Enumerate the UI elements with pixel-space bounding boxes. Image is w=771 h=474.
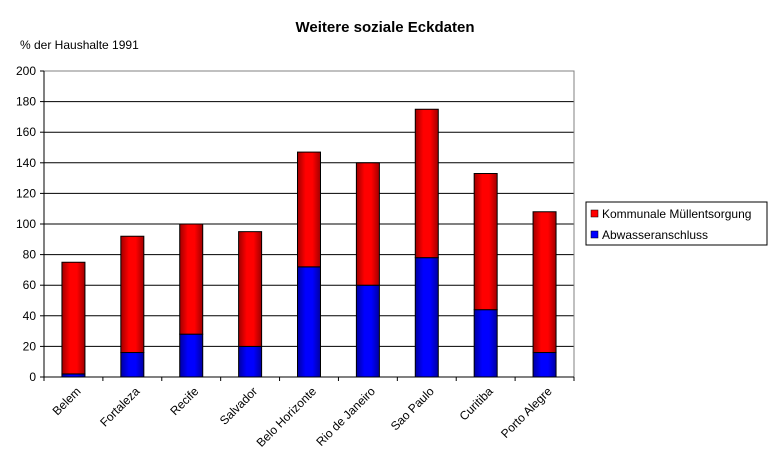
bar-abwasser-porto-alegre [532,352,557,378]
bar-abwasser-recife [179,333,204,378]
bar-abwasser-fortaleza [120,352,145,378]
x-tick-label: Rio de Janeiro [313,384,378,449]
y-tick-label: 80 [23,248,37,262]
y-tick-label: 140 [16,156,36,170]
y-tick-label: 200 [16,64,36,78]
bar-muell-rio-de-janeiro [355,162,380,286]
bar-abwasser-rio-de-janeiro [355,284,380,378]
legend: Kommunale Müllentsorgung Abwasseranschlu… [585,201,768,246]
x-tick-label: Belem [50,384,84,418]
legend-label-muellentsorgung: Kommunale Müllentsorgung [602,207,751,221]
x-tick-label: Sao Paulo [388,384,437,433]
chart-title: Weitere soziale Eckdaten [296,19,475,36]
y-axis-ticks: 0 20 40 60 80 100 120 140 160 180 200 [16,64,44,384]
y-tick-label: 20 [23,339,37,353]
y-tick-label: 160 [16,125,36,139]
bar-abwasser-belo-horizonte [297,266,321,378]
bar-muell-recife [179,223,204,335]
bar-muell-belem [61,261,86,375]
bar-muell-curitiba [473,173,498,311]
bar-muell-sao-paulo [414,108,439,259]
bar-muell-fortaleza [120,235,145,354]
legend-label-abwasseranschluss: Abwasseranschluss [602,228,708,242]
legend-swatch-blue [590,230,599,239]
x-tick-label: Fortaleza [97,384,143,430]
x-tick-label: Porto Alegre [498,384,555,441]
y-tick-label: 0 [29,370,36,384]
y-tick-label: 180 [16,95,36,109]
bar-muell-porto-alegre [532,211,557,354]
legend-frame [585,201,768,246]
bar-muell-belo-horizonte [297,151,321,268]
bar-muell-salvador [238,231,263,347]
bars [61,108,557,378]
bar-abwasser-salvador [238,345,263,378]
x-tick-label: Belo Horizonte [254,384,320,450]
x-tick-label: Salvador [217,384,260,427]
bar-abwasser-curitiba [473,309,498,378]
y-tick-label: 40 [23,309,37,323]
x-tick-label: Recife [167,384,201,418]
y-axis-unit-label: % der Haushalte 1991 [20,38,139,52]
bar-abwasser-sao-paulo [414,257,439,378]
y-tick-label: 60 [23,278,37,292]
y-tick-label: 100 [16,217,36,231]
legend-swatch-red [590,209,599,218]
x-tick-label: Curitiba [457,384,496,423]
y-tick-label: 120 [16,186,36,200]
